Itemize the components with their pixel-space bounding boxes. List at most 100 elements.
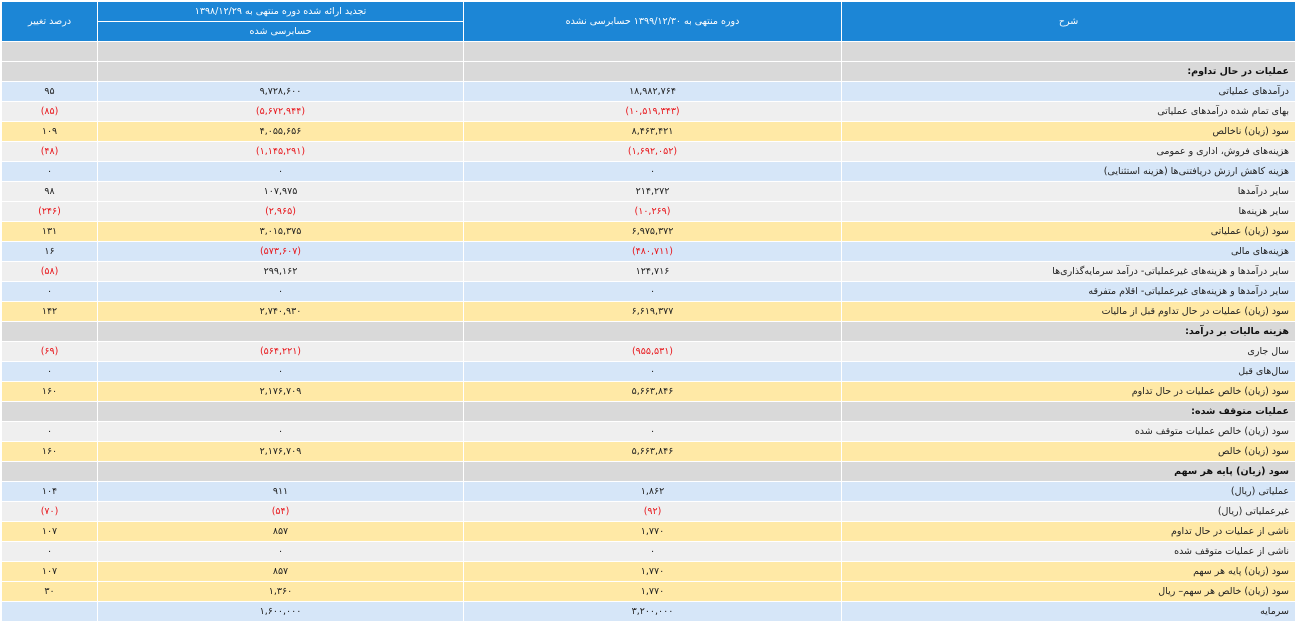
row-description: هزینه کاهش ارزش دریافتنی‌ها (هزینه استثن… [841, 161, 1296, 182]
header-description: شرح [841, 1, 1296, 42]
row-description: سایر هزینه‌ها [841, 201, 1296, 222]
row-current-value: (۴۸۰,۷۱۱) [463, 241, 842, 262]
row-previous-value: ۹۱۱ [97, 481, 464, 502]
row-description: عملیات در حال تداوم: [841, 61, 1296, 82]
row-percent-change: (۵۸) [1, 261, 98, 282]
table-row: سال جاری (۹۵۵,۵۳۱) (۵۶۴,۲۲۱) (۶۹) [1, 341, 1296, 362]
row-percent-change: ۱۰۷ [1, 521, 98, 542]
row-percent-change [1, 61, 98, 82]
row-percent-change: ۱۰۴ [1, 481, 98, 502]
row-percent-change: ۰ [1, 361, 98, 382]
row-previous-value [97, 61, 464, 82]
row-previous-value: ۰ [97, 421, 464, 442]
row-percent-change: ۱۶۰ [1, 381, 98, 402]
row-percent-change: (۷۰) [1, 501, 98, 522]
row-percent-change [1, 601, 98, 622]
row-percent-change: ۱۶۰ [1, 441, 98, 462]
table-row: سال‌های قبل ۰ ۰ ۰ [1, 361, 1296, 382]
row-previous-value: ۲۹۹,۱۶۲ [97, 261, 464, 282]
section-row [1, 41, 1296, 62]
row-current-value: ۱,۷۷۰ [463, 521, 842, 542]
row-description: هزینه‌های فروش، اداری و عمومی [841, 141, 1296, 162]
row-description: سایر درآمدها و هزینه‌های غیرعملیاتی- اقل… [841, 281, 1296, 302]
row-current-value: ۰ [463, 541, 842, 562]
row-percent-change: (۶۹) [1, 341, 98, 362]
row-percent-change: ۰ [1, 161, 98, 182]
row-description: عملیات متوقف شده: [841, 401, 1296, 422]
section-row: هزینه مالیات بر درآمد: [1, 321, 1296, 342]
row-previous-value: ۱,۳۶۰ [97, 581, 464, 602]
row-previous-value: ۸۵۷ [97, 561, 464, 582]
row-current-value: (۱,۶۹۲,۰۵۲) [463, 141, 842, 162]
row-previous-value: (۵۷۳,۶۰۷) [97, 241, 464, 262]
table-row: هزینه‌های مالی (۴۸۰,۷۱۱) (۵۷۳,۶۰۷) ۱۶ [1, 241, 1296, 262]
row-percent-change [1, 321, 98, 342]
row-current-value: ۱,۷۷۰ [463, 561, 842, 582]
section-row: عملیات در حال تداوم: [1, 61, 1296, 82]
table-row: سایر درآمدها و هزینه‌های غیرعملیاتی- اقل… [1, 281, 1296, 302]
table-row: سرمایه ۳,۲۰۰,۰۰۰ ۱,۶۰۰,۰۰۰ [1, 601, 1296, 622]
row-percent-change: (۸۵) [1, 101, 98, 122]
table-row: غیرعملیاتی (ریال) (۹۲) (۵۴) (۷۰) [1, 501, 1296, 522]
header-percent-change: درصد تغییر [1, 1, 98, 42]
table-body: عملیات در حال تداوم: درآمدهای عملیاتی ۱۸,۹… [1, 41, 1296, 622]
row-previous-value: ۳,۰۱۵,۳۷۵ [97, 221, 464, 242]
row-current-value: ۱,۷۷۰ [463, 581, 842, 602]
row-percent-change: ۱۰۹ [1, 121, 98, 142]
table-row: ناشی از عملیات متوقف شده ۰ ۰ ۰ [1, 541, 1296, 562]
row-previous-value [97, 461, 464, 482]
row-current-value: ۱۲۴,۷۱۶ [463, 261, 842, 282]
row-previous-value: ۹,۷۲۸,۶۰۰ [97, 81, 464, 102]
table-row: سود (زیان) خالص هر سهم– ریال ۱,۷۷۰ ۱,۳۶۰ ۳۰ [1, 581, 1296, 602]
row-percent-change: ۰ [1, 281, 98, 302]
row-previous-value: ۰ [97, 281, 464, 302]
row-current-value [463, 461, 842, 482]
row-current-value: ۰ [463, 161, 842, 182]
row-description: هزینه مالیات بر درآمد: [841, 321, 1296, 342]
table-row: سود (زیان) ناخالص ۸,۴۶۳,۴۲۱ ۴,۰۵۵,۶۵۶ ۱۰۹ [1, 121, 1296, 142]
row-description: ناشی از عملیات متوقف شده [841, 541, 1296, 562]
row-previous-value: ۲,۷۴۰,۹۳۰ [97, 301, 464, 322]
row-current-value: ۰ [463, 421, 842, 442]
row-percent-change [1, 41, 98, 62]
row-description: ناشی از عملیات در حال تداوم [841, 521, 1296, 542]
row-description: غیرعملیاتی (ریال) [841, 501, 1296, 522]
row-previous-value: (۵,۶۷۲,۹۴۴) [97, 101, 464, 122]
row-description: عملیاتی (ریال) [841, 481, 1296, 502]
row-previous-value [97, 321, 464, 342]
row-previous-value: (۵۶۴,۲۲۱) [97, 341, 464, 362]
row-previous-value: (۱,۱۴۵,۲۹۱) [97, 141, 464, 162]
row-previous-value: ۰ [97, 361, 464, 382]
row-percent-change: ۹۸ [1, 181, 98, 202]
section-row: عملیات متوقف شده: [1, 401, 1296, 422]
row-previous-value: (۲,۹۶۵) [97, 201, 464, 222]
row-previous-value [97, 401, 464, 422]
header-previous-period: تجدید ارائه شده دوره منتهی به ۱۳۹۸/۱۲/۲۹ [97, 1, 464, 22]
table-row: سود (زیان) عملیاتی ۶,۹۷۵,۳۷۲ ۳,۰۱۵,۳۷۵ ۱۳۱ [1, 221, 1296, 242]
row-percent-change: ۰ [1, 541, 98, 562]
row-description: سود (زیان) عملیات در حال تداوم قبل از ما… [841, 301, 1296, 322]
header-previous-audited: حسابرسی شده [97, 21, 464, 42]
row-current-value [463, 61, 842, 82]
row-percent-change [1, 461, 98, 482]
row-description: سود (زیان) خالص عملیات در حال تداوم [841, 381, 1296, 402]
row-current-value: ۰ [463, 361, 842, 382]
row-current-value: (۱۰,۵۱۹,۳۴۳) [463, 101, 842, 122]
row-previous-value: ۸۵۷ [97, 521, 464, 542]
table-row: عملیاتی (ریال) ۱,۸۶۲ ۹۱۱ ۱۰۴ [1, 481, 1296, 502]
row-previous-value [97, 41, 464, 62]
row-current-value: ۰ [463, 281, 842, 302]
row-description: درآمدهای عملیاتی [841, 81, 1296, 102]
table-row: سود (زیان) خالص عملیات در حال تداوم ۵,۶۶۳… [1, 381, 1296, 402]
row-previous-value: ۱,۶۰۰,۰۰۰ [97, 601, 464, 622]
row-previous-value: ۲,۱۷۶,۷۰۹ [97, 381, 464, 402]
table-row: سایر درآمدها و هزینه‌های غیرعملیاتی- درآ… [1, 261, 1296, 282]
row-percent-change [1, 401, 98, 422]
row-percent-change: ۱۶ [1, 241, 98, 262]
row-current-value: ۶,۹۷۵,۳۷۲ [463, 221, 842, 242]
row-percent-change: ۱۳۱ [1, 221, 98, 242]
row-previous-value: ۰ [97, 541, 464, 562]
row-previous-value: (۵۴) [97, 501, 464, 522]
row-percent-change: ۳۰ [1, 581, 98, 602]
